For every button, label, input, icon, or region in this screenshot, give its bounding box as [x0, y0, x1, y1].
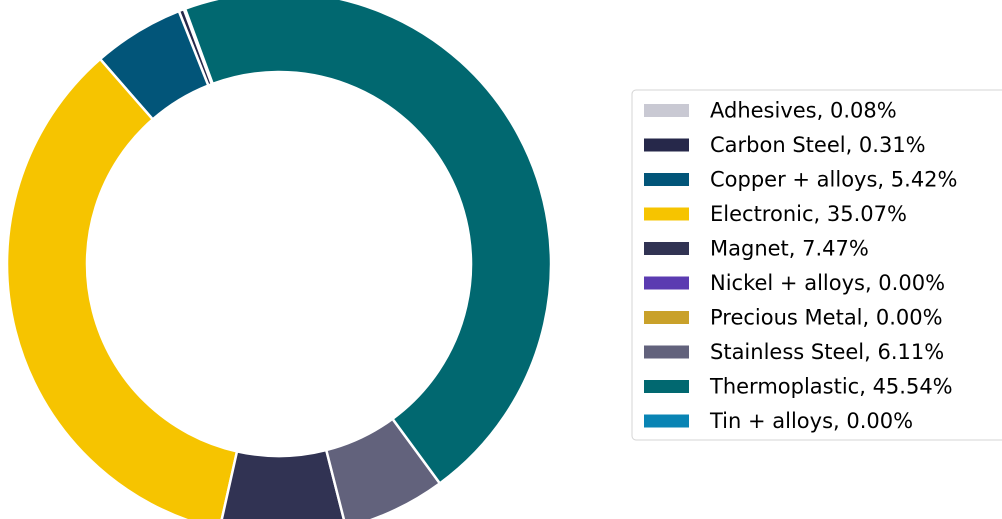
legend-swatch-6: [644, 311, 689, 324]
legend-label-7: Stainless Steel, 6.11%: [710, 340, 944, 364]
donut-slice-8: [183, 0, 553, 485]
legend-label-6: Precious Metal, 0.00%: [710, 306, 943, 330]
legend: Adhesives, 0.08% Carbon Steel, 0.31% Coppe…: [631, 89, 1002, 441]
legend-swatch-3: [644, 207, 689, 221]
legend-label-5: Nickel + alloys, 0.00%: [710, 271, 945, 295]
legend-swatch-1: [644, 138, 689, 152]
legend-label-4: Magnet, 7.47%: [710, 237, 869, 261]
donut-slices: [5, 0, 553, 519]
legend-swatch-8: [644, 380, 689, 393]
donut-slice-4: [220, 448, 346, 519]
legend-swatch-5: [644, 276, 689, 290]
legend-label-1: Carbon Steel, 0.31%: [710, 133, 926, 157]
legend-swatch-2: [644, 173, 689, 186]
legend-swatch-0: [644, 104, 689, 117]
legend-swatch-9: [644, 414, 689, 428]
legend-label-3: Electronic, 35.07%: [710, 202, 907, 226]
legend-frame: [631, 89, 1002, 441]
legend-label-0: Adhesives, 0.08%: [710, 99, 897, 123]
legend-swatch-7: [644, 345, 689, 359]
legend-label-8: Thermoplastic, 45.54%: [709, 375, 953, 399]
donut-slice-3: [5, 57, 239, 519]
legend-swatch-4: [644, 242, 689, 255]
legend-label-2: Copper + alloys, 5.42%: [710, 168, 958, 192]
legend-items: Adhesives, 0.08% Carbon Steel, 0.31% Coppe…: [644, 99, 958, 433]
legend-label-9: Tin + alloys, 0.00%: [709, 409, 913, 433]
